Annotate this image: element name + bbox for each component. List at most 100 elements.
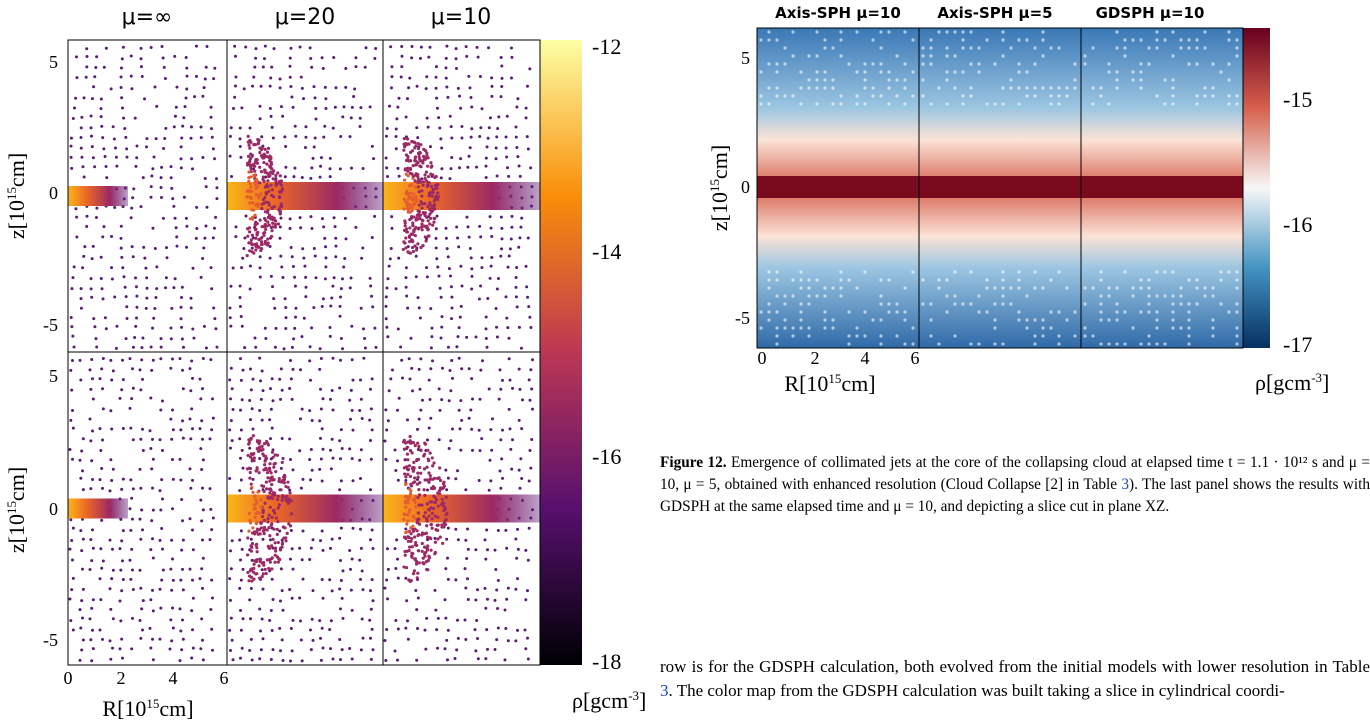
particle bbox=[465, 215, 469, 219]
table-link[interactable]: 3 bbox=[1121, 476, 1130, 493]
density-core bbox=[68, 186, 128, 206]
particle bbox=[125, 316, 129, 320]
particle bbox=[238, 538, 242, 542]
particle bbox=[119, 568, 123, 572]
particle bbox=[247, 438, 251, 442]
particle bbox=[120, 255, 124, 259]
particle bbox=[288, 588, 292, 592]
particle bbox=[181, 637, 185, 641]
particle bbox=[527, 526, 531, 530]
particle bbox=[340, 596, 344, 600]
particle bbox=[430, 517, 434, 521]
particle bbox=[1033, 318, 1037, 322]
particle bbox=[229, 366, 233, 370]
particle bbox=[496, 606, 499, 610]
table-link[interactable]: 3 bbox=[660, 681, 669, 700]
particle bbox=[486, 597, 489, 601]
particle bbox=[438, 492, 442, 496]
particle bbox=[1147, 278, 1151, 282]
particle bbox=[438, 488, 442, 493]
particle bbox=[350, 358, 354, 362]
particle bbox=[831, 46, 835, 50]
particle bbox=[431, 464, 435, 468]
particle bbox=[445, 247, 449, 251]
particle bbox=[370, 377, 374, 381]
particle bbox=[159, 176, 163, 180]
particle bbox=[269, 538, 272, 542]
particle bbox=[268, 107, 272, 111]
particle bbox=[421, 211, 426, 215]
particle bbox=[151, 486, 154, 490]
particle bbox=[459, 264, 463, 268]
particle bbox=[1155, 310, 1159, 314]
particle bbox=[1211, 286, 1215, 290]
particle bbox=[250, 457, 254, 461]
particle bbox=[270, 496, 274, 500]
particle bbox=[402, 137, 406, 141]
particle bbox=[211, 416, 215, 420]
particle bbox=[278, 209, 282, 214]
particle bbox=[169, 618, 173, 622]
particle bbox=[411, 223, 415, 228]
particle bbox=[278, 86, 282, 90]
particle bbox=[436, 528, 440, 533]
particle bbox=[273, 219, 278, 223]
particle bbox=[370, 294, 374, 298]
particle bbox=[102, 65, 106, 69]
particle bbox=[485, 628, 489, 632]
particle bbox=[71, 526, 75, 530]
particle bbox=[457, 245, 461, 249]
particle bbox=[149, 345, 153, 349]
particle bbox=[370, 144, 374, 148]
particle bbox=[494, 306, 498, 310]
particle bbox=[454, 57, 458, 61]
particle bbox=[133, 116, 137, 120]
particle bbox=[270, 188, 274, 192]
particle bbox=[417, 306, 421, 310]
particle bbox=[1203, 30, 1207, 34]
particle bbox=[1083, 326, 1087, 330]
particle bbox=[95, 206, 99, 210]
particle bbox=[263, 168, 267, 172]
particle bbox=[89, 439, 93, 443]
particle bbox=[961, 94, 965, 98]
particle bbox=[412, 441, 416, 445]
particle bbox=[464, 538, 468, 542]
particle bbox=[406, 197, 411, 201]
particle bbox=[799, 302, 803, 306]
particle bbox=[831, 326, 835, 330]
particle bbox=[799, 102, 803, 106]
particle bbox=[182, 195, 186, 199]
particle bbox=[200, 567, 204, 571]
particle bbox=[417, 517, 421, 521]
particle bbox=[1001, 38, 1005, 42]
particle bbox=[199, 647, 203, 651]
particle bbox=[823, 318, 827, 322]
particle bbox=[330, 296, 334, 300]
particle bbox=[114, 346, 118, 350]
particle bbox=[252, 562, 256, 566]
particle bbox=[405, 452, 410, 456]
particle bbox=[155, 287, 159, 291]
particle bbox=[158, 538, 162, 542]
particle bbox=[1091, 286, 1095, 290]
particle bbox=[258, 165, 262, 169]
particle bbox=[201, 357, 205, 361]
particle bbox=[275, 555, 280, 559]
particle bbox=[290, 95, 294, 99]
particle bbox=[301, 247, 305, 251]
particle bbox=[985, 278, 989, 282]
particle bbox=[282, 477, 287, 482]
particle bbox=[209, 105, 213, 109]
particle bbox=[101, 486, 104, 490]
particle bbox=[247, 170, 251, 174]
particle bbox=[171, 458, 174, 462]
particle bbox=[1211, 62, 1215, 66]
particle bbox=[1033, 86, 1037, 90]
particle bbox=[260, 617, 264, 621]
particle bbox=[937, 30, 941, 34]
particle bbox=[185, 224, 189, 228]
particle bbox=[405, 294, 409, 298]
particle bbox=[89, 277, 93, 281]
particle bbox=[426, 538, 429, 542]
